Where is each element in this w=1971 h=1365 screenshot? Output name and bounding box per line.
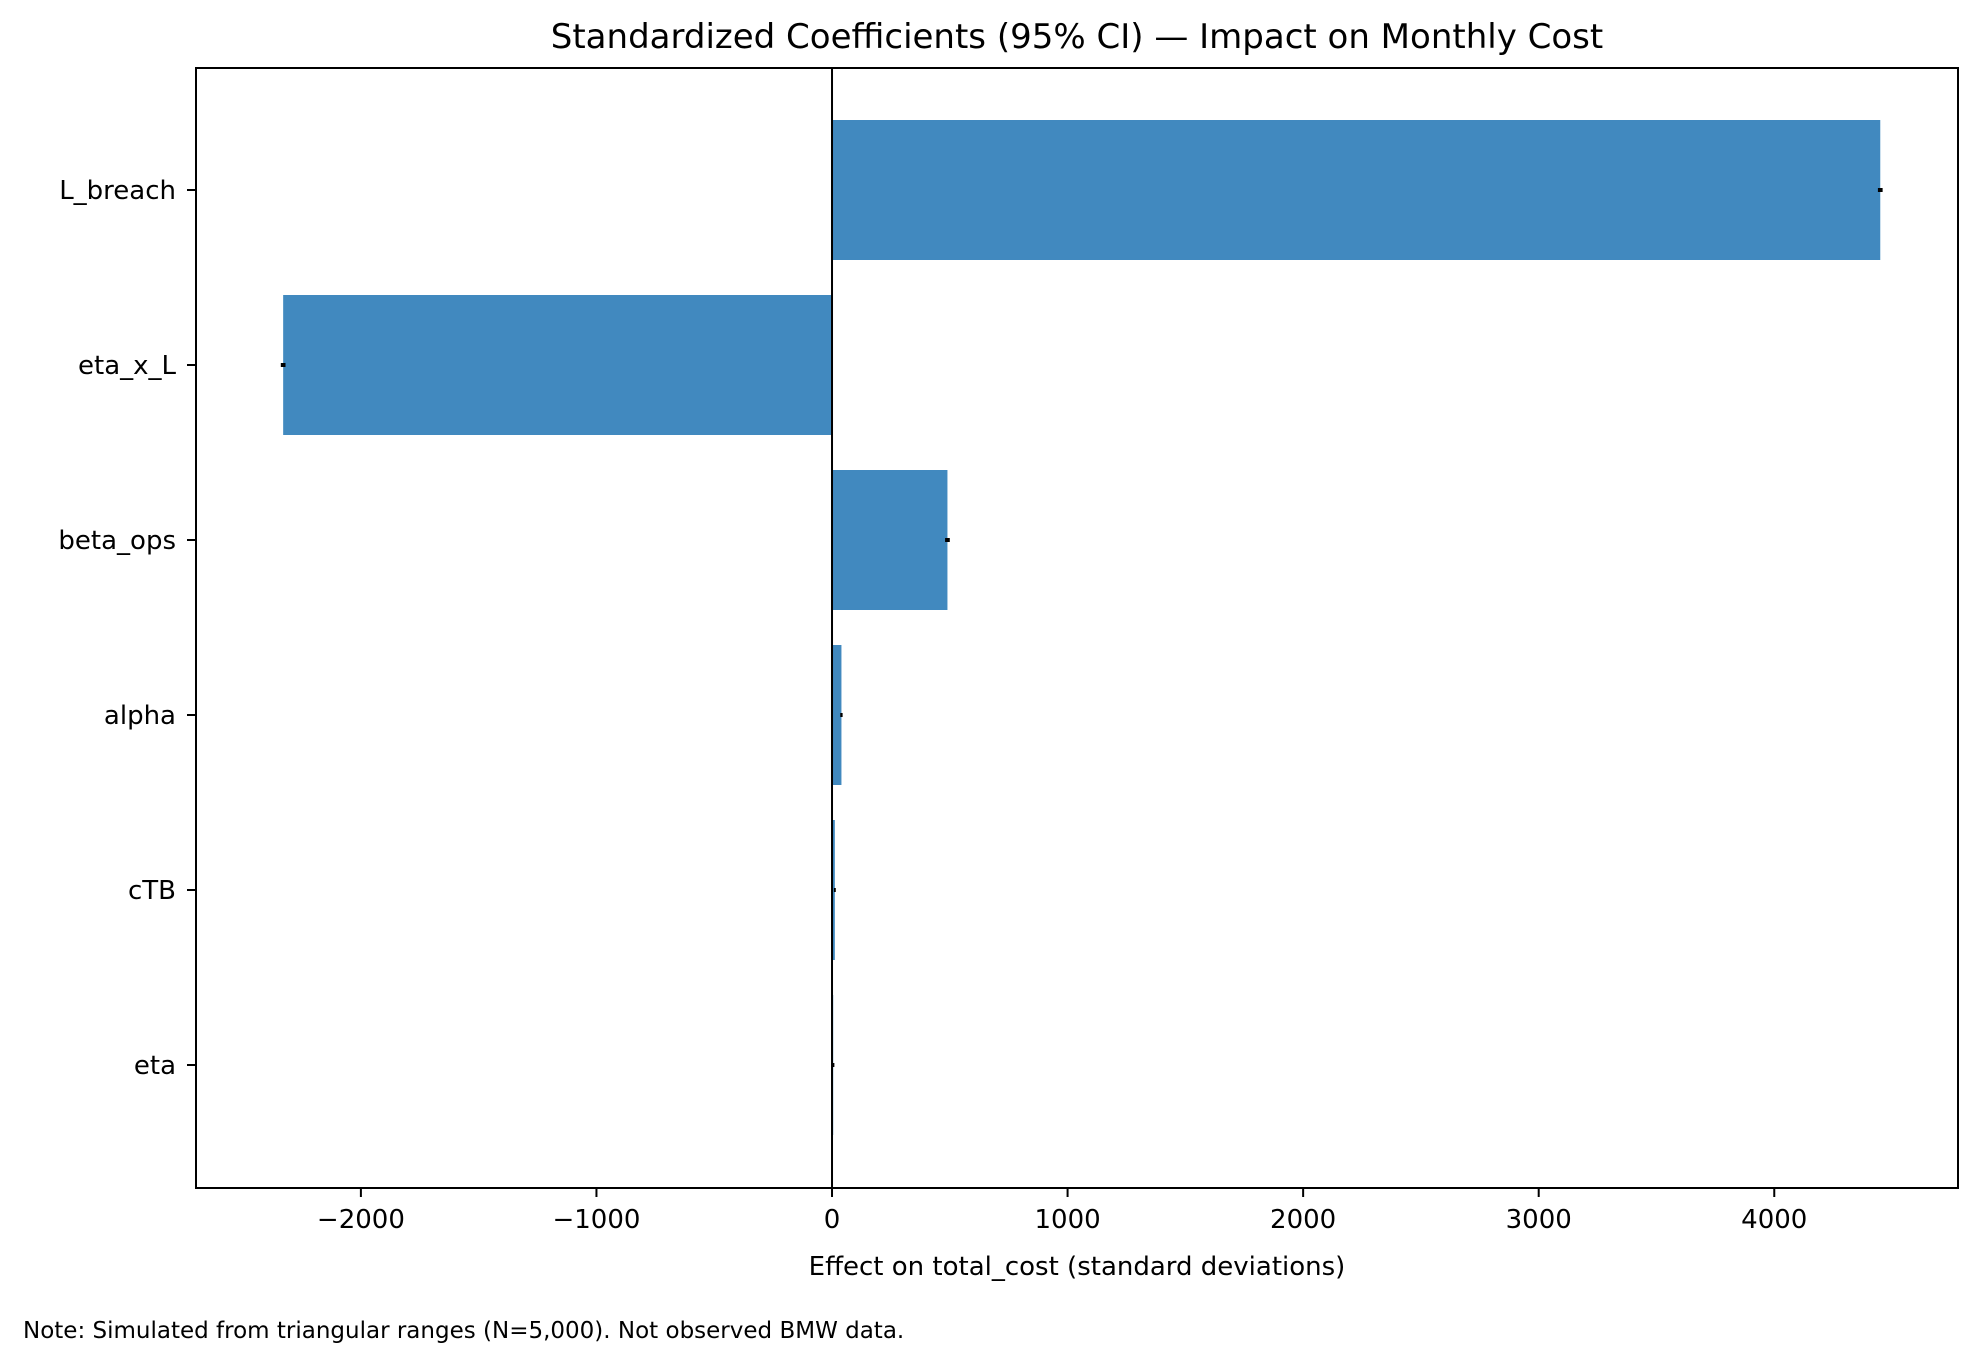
x-tick-label: 3000 (1506, 1205, 1572, 1235)
x-tick-label: 2000 (1270, 1205, 1336, 1235)
bar-eta_x_L (283, 295, 833, 435)
chart-title: Standardized Coefficients (95% CI) — Imp… (551, 17, 1603, 57)
y-tick-label: eta_x_L (78, 351, 177, 381)
x-axis-label: Effect on total_cost (standard deviation… (809, 1252, 1346, 1282)
error-bars (280, 188, 1883, 1067)
x-tick-label: −2000 (317, 1205, 405, 1235)
x-axis: −2000 −1000 0 1000 2000 3000 4000 (317, 1188, 1807, 1235)
footnote: Note: Simulated from triangular ranges (… (23, 1318, 905, 1344)
y-tick-label: eta (134, 1051, 176, 1081)
x-tick-label: 1000 (1034, 1205, 1100, 1235)
bar-alpha (832, 645, 842, 785)
y-tick-label: cTB (128, 876, 176, 906)
bars (283, 120, 1881, 1135)
x-tick-label: 4000 (1741, 1205, 1807, 1235)
y-tick-label: beta_ops (58, 526, 176, 556)
bar-cTB (832, 820, 835, 960)
x-tick-label: −1000 (552, 1205, 640, 1235)
plot-frame (195, 67, 1959, 1189)
bar-L_breach (832, 120, 1881, 260)
x-tick-label: 0 (824, 1205, 841, 1235)
bar-beta_ops (832, 470, 948, 610)
y-tick-label: L_breach (59, 176, 176, 206)
y-tick-label: alpha (104, 701, 176, 731)
